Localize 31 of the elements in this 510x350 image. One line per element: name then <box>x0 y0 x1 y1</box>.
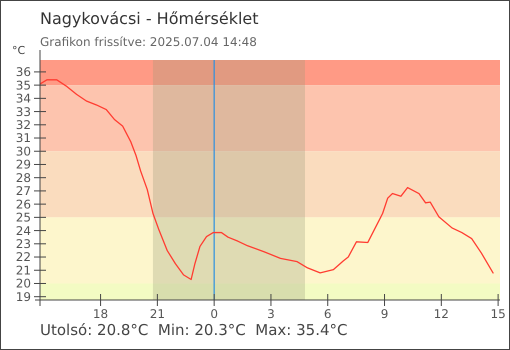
x-tick-label: 3 <box>267 307 275 321</box>
x-tick-label: 6 <box>324 307 332 321</box>
chart-subtitle: Grafikon frissítve: 2025.07.04 14:48 <box>40 35 257 49</box>
x-tick-label: 18 <box>92 307 108 321</box>
line-series <box>40 79 494 280</box>
y-tick-label: 31 <box>16 131 31 146</box>
y-tick-label: 27 <box>16 184 31 198</box>
y-tick-label: 22 <box>16 250 31 264</box>
chart-title: Nagykovácsi - Hőmérséklet <box>40 9 259 28</box>
y-tick-label: 36 <box>16 65 31 80</box>
y-tick-label: 20 <box>16 276 31 291</box>
x-tick-label: 0 <box>210 307 218 321</box>
x-tick-label: 12 <box>434 307 449 321</box>
y-tick-label: 34 <box>16 92 31 106</box>
y-tick-label: 28 <box>16 170 31 185</box>
y-tick-label: 25 <box>16 210 31 225</box>
y-tick-label: 19 <box>16 290 31 304</box>
y-tick-label: 32 <box>16 118 31 132</box>
x-tick-label: 21 <box>150 307 166 321</box>
y-tick-label: 35 <box>16 78 31 92</box>
y-tick-label: 26 <box>16 197 31 212</box>
y-tick-label: 23 <box>16 237 31 251</box>
y-tick-label: 30 <box>16 144 31 158</box>
y-tick-label: 21 <box>16 263 31 278</box>
y-tick-label: 24 <box>16 224 31 238</box>
y-tick-label: 29 <box>16 158 31 172</box>
y-tick-label: 33 <box>16 104 31 119</box>
text: Utolsó: 20.8°C Min: 20.3°C Max: 35.4°C <box>40 321 348 339</box>
y-axis-title: °C <box>12 44 26 57</box>
x-tick-label: 15 <box>490 307 506 321</box>
x-tick-label: 9 <box>380 307 388 321</box>
